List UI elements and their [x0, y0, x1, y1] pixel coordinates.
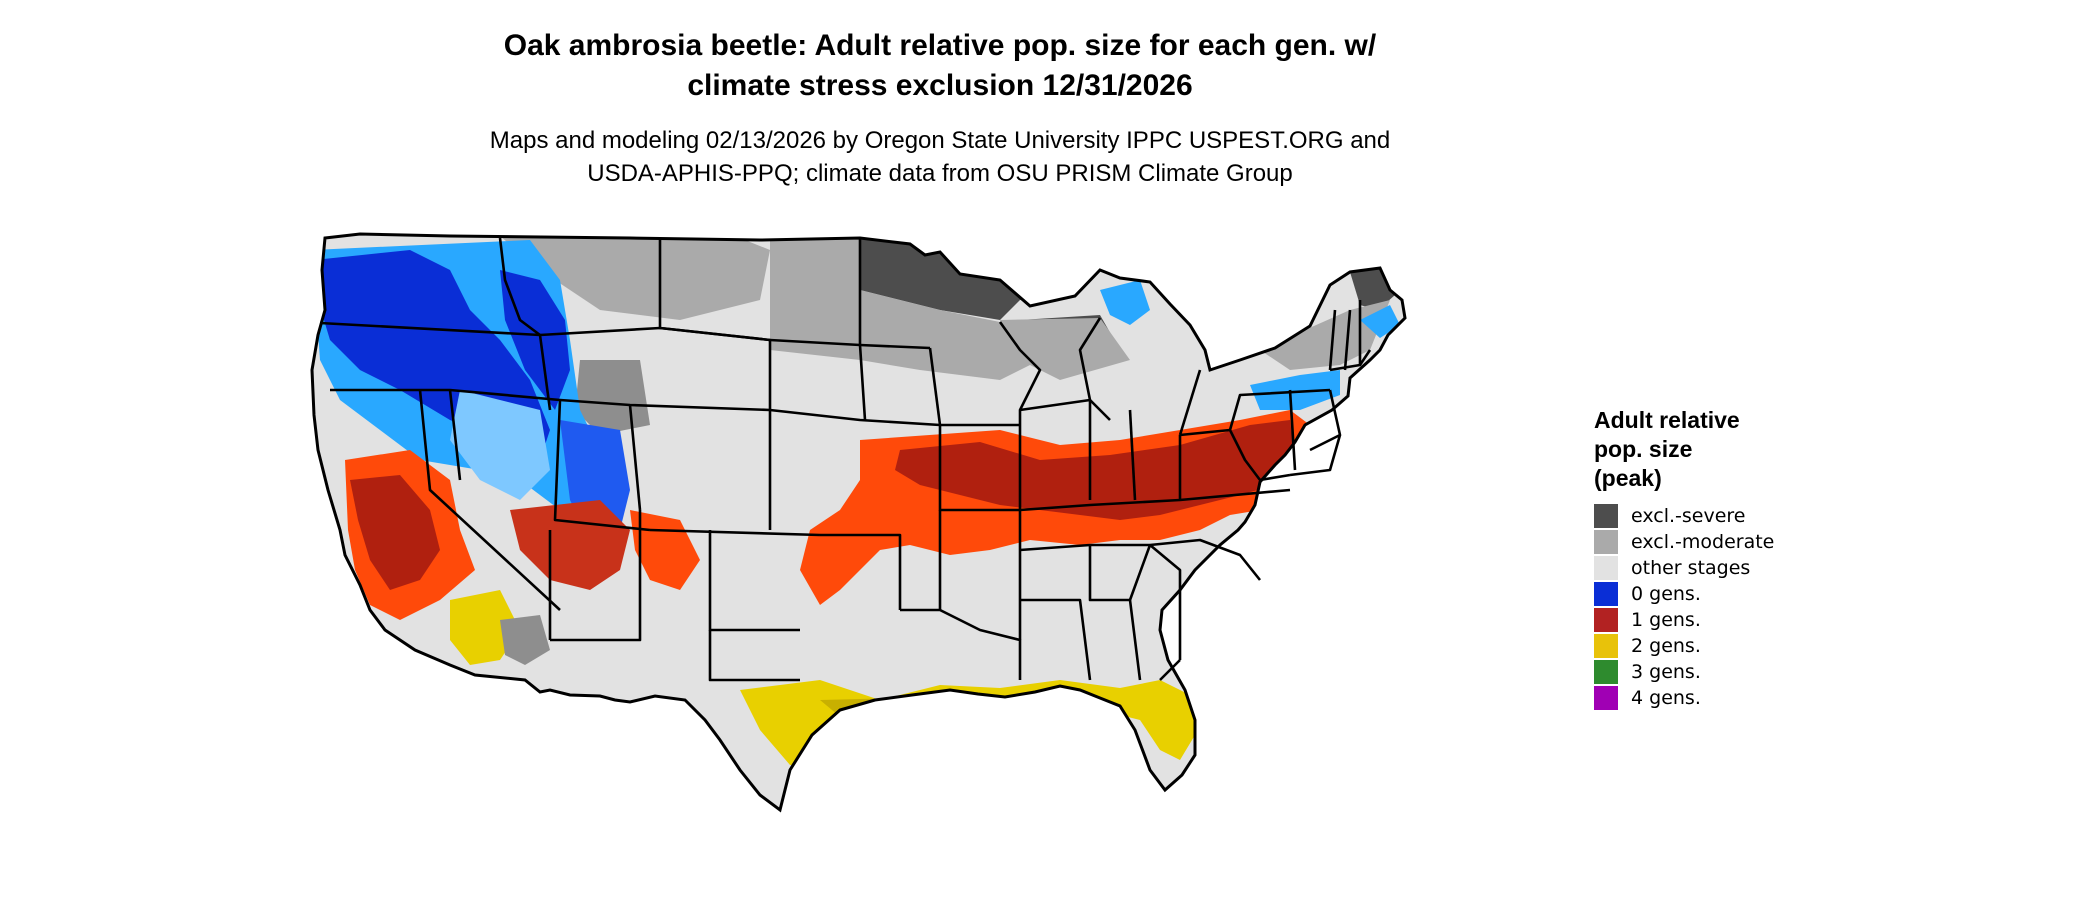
map-subtitle-line-1: Maps and modeling 02/13/2026 by Oregon S… — [489, 127, 1391, 154]
map-subtitle: Maps and modeling 02/13/2026 by Oregon S… — [0, 124, 1880, 190]
gen1-zone-southwest — [510, 500, 630, 590]
legend-swatch — [1594, 660, 1618, 684]
legend-item: 0 gens. — [1594, 581, 1774, 607]
gen0-zone-greatlakes — [1100, 280, 1150, 325]
legend-title-line: Adult relative — [1594, 407, 1740, 433]
legend-swatch — [1594, 686, 1618, 710]
legend-item: excl.-moderate — [1594, 529, 1774, 555]
legend-title: Adult relative pop. size (peak) — [1594, 406, 1774, 493]
gen0-zone-northeast — [1250, 370, 1340, 410]
gen2-zone-southwest-gray — [500, 615, 550, 665]
gen2-zone-southwest — [450, 590, 520, 665]
map-title: Oak ambrosia beetle: Adult relative pop.… — [0, 26, 1880, 106]
map-title-line-2: climate stress exclusion 12/31/2026 — [687, 69, 1193, 102]
gen2-zone-gulf-dark — [820, 698, 1000, 730]
gen3-zone-texas — [840, 822, 868, 850]
state-boundaries — [319, 237, 1372, 682]
legend-label: 2 gens. — [1631, 635, 1701, 657]
excl-moderate-zone — [1260, 300, 1390, 370]
legend-label: 3 gens. — [1631, 661, 1701, 683]
legend-label: excl.-severe — [1631, 505, 1746, 527]
legend-item: other stages — [1594, 555, 1774, 581]
us-map — [310, 232, 1407, 860]
legend-label: other stages — [1631, 557, 1751, 579]
gen1-zone-west — [350, 475, 440, 590]
gen0-zone-west-dark — [500, 270, 570, 410]
gen1-zone-core — [895, 420, 1295, 520]
legend-swatch — [1594, 504, 1618, 528]
excl-moderate-zone — [1000, 318, 1130, 380]
legend: Adult relative pop. size (peak) excl.-se… — [1594, 406, 1774, 711]
legend-items: excl.-severe excl.-moderate other stages 0 … — [1594, 503, 1774, 711]
legend-item: 1 gens. — [1594, 607, 1774, 633]
excl-moderate-zone — [500, 236, 770, 320]
legend-label: 4 gens. — [1631, 687, 1701, 709]
legend-swatch — [1594, 634, 1618, 658]
legend-title-line: (peak) — [1594, 465, 1662, 491]
legend-item: excl.-severe — [1594, 503, 1774, 529]
legend-label: excl.-moderate — [1631, 531, 1775, 553]
gen3-zone-florida — [1160, 815, 1195, 860]
legend-label: 0 gens. — [1631, 583, 1701, 605]
legend-label: 1 gens. — [1631, 609, 1701, 631]
legend-item: 2 gens. — [1594, 633, 1774, 659]
map-subtitle-line-2: USDA-APHIS-PPQ; climate data from OSU PR… — [587, 160, 1293, 187]
gen0-zone-northeast — [1360, 305, 1400, 338]
map-title-line-1: Oak ambrosia beetle: Adult relative pop.… — [503, 29, 1377, 62]
legend-swatch — [1594, 556, 1618, 580]
gen0-zone-rockies-light — [450, 390, 550, 500]
legend-item: 4 gens. — [1594, 685, 1774, 711]
legend-swatch — [1594, 582, 1618, 606]
legend-title-line: pop. size — [1594, 436, 1693, 462]
legend-swatch — [1594, 530, 1618, 554]
legend-item: 3 gens. — [1594, 659, 1774, 685]
legend-swatch — [1594, 608, 1618, 632]
